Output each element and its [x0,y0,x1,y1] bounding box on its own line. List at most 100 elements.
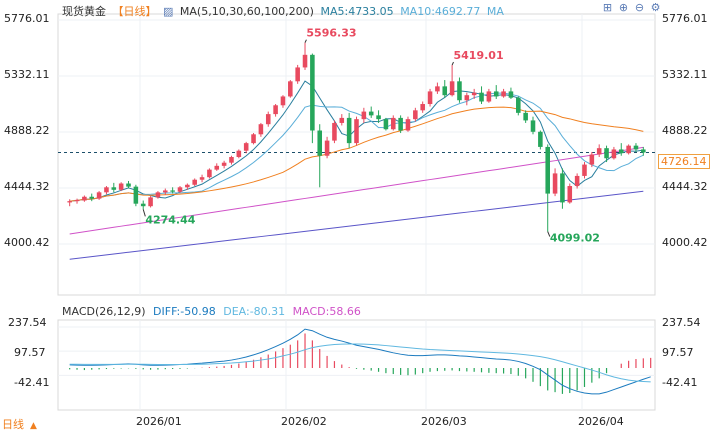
dropdown-icon: ▲ [30,421,37,431]
candle [420,101,425,113]
candle [118,182,124,192]
candle-body [236,150,242,158]
macd-tick-right: 97.57 [662,346,694,359]
low-annotation: 4099.02 [550,232,600,245]
ma-settings-icon[interactable]: ▨ [163,5,174,18]
candle-body [376,115,381,120]
candle-body [405,119,411,131]
chart-toolbar: ⊞ ⊕ ⊖ ⚙ [602,2,661,13]
candle-body [493,91,499,97]
candle [508,87,514,99]
candle-body [221,162,227,166]
candle [633,143,639,152]
ma10-value: MA10:4692.77 [400,5,481,18]
candle-body [104,187,109,193]
candle [295,64,300,84]
candle [538,130,543,150]
candle [236,149,242,159]
candle [479,86,484,105]
y-tick-left: 4888.22 [4,124,50,137]
candle-body [479,92,484,102]
candle [207,168,212,179]
candle-body [574,175,580,187]
x-tick: 2026/03 [421,415,467,428]
candle [376,110,381,123]
candle [89,193,95,202]
macd-diff-line [69,328,651,395]
macd-tick-left: 237.54 [8,316,47,329]
candle-body [471,92,477,96]
candle-body [538,131,543,147]
candle [545,144,550,232]
candle [611,146,617,160]
candle-body [302,54,308,68]
candle-body [420,104,425,111]
x-tick: 2026/01 [136,415,182,428]
candle [170,187,175,194]
candle [604,145,609,163]
candle-body [596,148,602,155]
candle [96,191,102,200]
candle-body [133,186,139,204]
candle [486,88,492,103]
candle [104,186,109,195]
instrument-title: 现货黄金 [62,5,106,18]
candle [346,112,352,149]
y-tick-left: 4000.42 [4,236,50,249]
candle [457,77,462,103]
candle-body [96,192,102,199]
y-tick-right: 5776.01 [662,12,708,25]
candle [221,160,227,169]
zoom-out-icon[interactable]: ⊖ [634,1,645,14]
candle-body [332,122,337,141]
candle-body [361,111,367,120]
candle-body [74,199,80,202]
candle [214,163,220,171]
candle [111,182,117,193]
crosshair-icon[interactable]: ⊞ [602,1,613,14]
candle [589,151,595,168]
candle-body [582,164,587,176]
candle [567,183,573,204]
candle-body [390,117,396,130]
y-tick-left: 4444.32 [4,180,50,193]
candle-body [339,117,345,123]
candle [427,88,433,107]
candle-body [604,148,609,159]
candle [126,180,131,189]
period-tab[interactable]: 日线 ▲ [2,416,37,432]
macd-tick-right: 237.54 [662,316,701,329]
macd-tick-right: -42.41 [662,376,698,389]
candle [258,122,264,137]
candle-body [214,165,220,170]
candle [317,124,323,188]
candle-body [413,110,418,120]
candle [398,115,403,134]
candle [641,146,646,156]
candle-body [427,91,433,105]
candle [177,186,183,193]
period-label[interactable]: 【日线】 [112,5,157,18]
candle [596,144,602,158]
candle [192,178,197,187]
candle [199,174,205,183]
candle-body [177,187,183,192]
candle-body [317,130,323,156]
candle [618,143,624,156]
candle [324,136,330,159]
candle-body [89,196,95,199]
settings-icon[interactable]: ⚙ [650,1,661,14]
candle [332,120,337,144]
candle-body [368,111,374,116]
candle [442,80,448,98]
candle-body [118,183,124,190]
y-tick-right: 4888.22 [662,124,708,137]
candle [574,173,580,189]
candle-body [229,157,234,163]
zoom-in-icon[interactable]: ⊕ [618,1,629,14]
candle-body [626,145,631,154]
candle-body [111,187,117,190]
candle-body [126,183,131,187]
macd-dea-value: DEA:-80.31 [223,305,286,318]
candle-body [67,201,72,203]
